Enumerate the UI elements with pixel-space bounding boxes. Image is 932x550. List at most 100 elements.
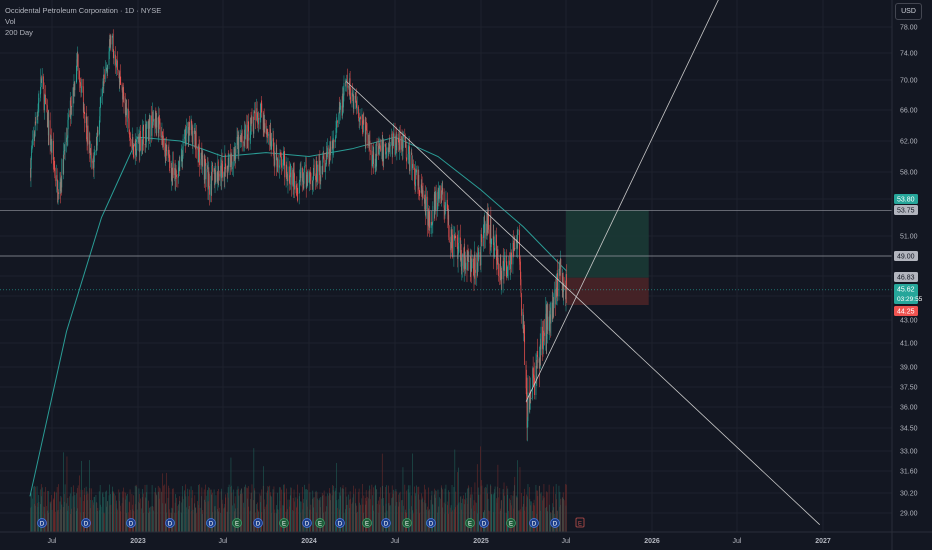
candle-body	[76, 59, 78, 63]
candle-body	[409, 146, 410, 172]
candle-body	[443, 191, 445, 208]
candle-body	[480, 233, 482, 266]
loss-zone	[566, 277, 649, 305]
volume-bar	[43, 491, 45, 532]
volume-bar	[396, 501, 398, 532]
candle-body	[208, 171, 210, 187]
volume-bar	[312, 498, 313, 532]
volume-bar	[37, 507, 39, 532]
time-axis[interactable]: Jul 2023 Jul 2024 Jul 2025 Jul 2026 Jul 2027	[0, 531, 932, 545]
volume-bar	[69, 493, 71, 532]
price-label-bg	[894, 306, 918, 316]
volume-bar	[476, 464, 478, 532]
trendline	[346, 81, 821, 525]
candle-body	[176, 174, 177, 178]
volume-bar	[106, 501, 108, 532]
volume-bar	[403, 505, 404, 532]
volume-bar	[82, 489, 84, 532]
candle-body	[286, 164, 287, 174]
earnings-marker	[232, 518, 242, 528]
volume-bar	[454, 509, 455, 532]
candle-body	[64, 141, 66, 152]
candle-body	[416, 169, 417, 173]
volume-bar	[261, 489, 263, 532]
event-marker-letter: D	[553, 522, 558, 528]
currency-button[interactable]: USD	[895, 3, 922, 20]
candle-body	[132, 143, 134, 156]
candle-body	[371, 150, 373, 166]
volume-bar	[471, 494, 473, 532]
candle-body	[326, 151, 327, 165]
candle-body	[129, 137, 131, 139]
volume-bar	[178, 504, 179, 532]
volume-bar	[195, 507, 197, 532]
candle-body	[381, 140, 383, 151]
candle-body	[545, 313, 547, 339]
candle-body	[174, 167, 176, 179]
volume-bar	[469, 494, 471, 532]
candle-body	[79, 70, 80, 83]
candle-body	[328, 157, 330, 163]
candle-body	[420, 184, 422, 193]
volume-bar	[313, 497, 315, 532]
candle-body	[116, 60, 118, 64]
x-tick-label: Jul	[219, 538, 228, 545]
candle-body	[358, 118, 360, 122]
candle-body	[231, 154, 232, 163]
candle-body	[96, 136, 97, 152]
volume-bar	[545, 507, 547, 532]
volume-bar	[376, 489, 377, 532]
volume-bar	[536, 490, 537, 532]
candle-body	[370, 150, 371, 152]
candle-body	[260, 103, 262, 113]
volume-bar	[162, 503, 164, 532]
candle-body	[345, 81, 346, 83]
candle-body	[506, 255, 507, 274]
volume-bar	[398, 494, 400, 532]
candle-body	[484, 223, 486, 239]
volume-bar	[368, 490, 370, 532]
candle-body	[488, 214, 489, 230]
volume-bar	[527, 484, 529, 532]
volume-bar	[437, 512, 438, 532]
candle-body	[100, 96, 102, 98]
event-marker-letter: D	[482, 522, 487, 528]
ma-indicator-label[interactable]: 200 Day	[5, 28, 33, 37]
candle-body	[214, 170, 216, 186]
symbol-title[interactable]: Occidental Petroleum Corporation · 1D · …	[5, 6, 162, 15]
volume-bar	[129, 489, 131, 532]
candle-body	[365, 125, 367, 130]
volume-bar	[348, 499, 350, 532]
candle-body	[63, 150, 65, 174]
candle-body	[41, 79, 43, 83]
candle-body	[465, 262, 466, 270]
volume-bar	[32, 498, 33, 532]
candle-body	[93, 155, 95, 168]
candle-body	[292, 170, 293, 185]
candle-body	[205, 162, 206, 180]
candle-body	[368, 134, 369, 146]
volume-bar	[375, 484, 376, 532]
candle-body	[375, 153, 377, 167]
candle-body	[241, 130, 243, 141]
volume-bar	[283, 492, 285, 532]
candle-body	[308, 171, 310, 183]
candle-body	[130, 137, 131, 140]
volume-bar	[376, 503, 378, 532]
volume-bar	[333, 491, 335, 532]
candle-body	[549, 314, 551, 322]
volume-bar	[49, 502, 51, 532]
candle-body	[550, 314, 551, 324]
candle-body	[198, 146, 200, 148]
volume-bar	[326, 506, 327, 532]
volume-bar	[60, 509, 61, 532]
volume-indicator-label[interactable]: Vol	[5, 17, 16, 26]
candle-body	[474, 254, 476, 270]
candle-body	[57, 180, 58, 203]
volume-bar	[157, 485, 159, 532]
volume-bar	[341, 488, 343, 532]
candle-body	[179, 161, 181, 172]
price-label-bg	[894, 194, 918, 204]
volume-bar	[184, 490, 185, 532]
